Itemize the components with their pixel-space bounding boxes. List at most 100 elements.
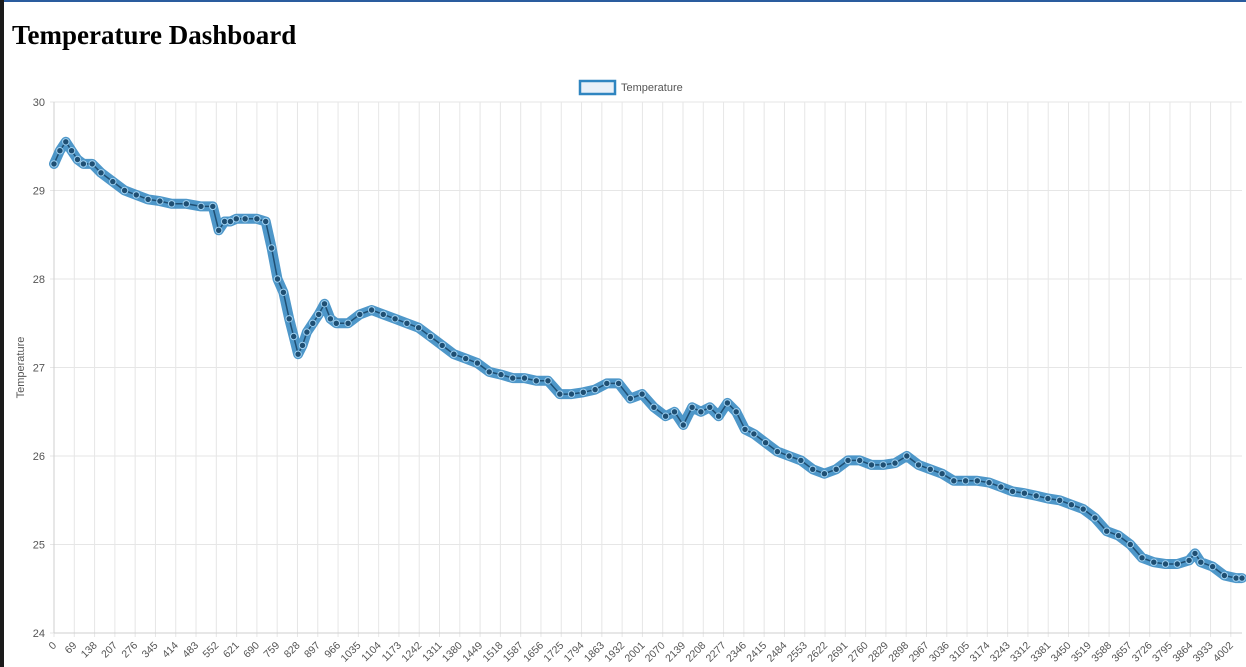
data-point[interactable] <box>62 138 70 146</box>
data-point[interactable] <box>1197 558 1205 566</box>
data-point[interactable] <box>1150 558 1158 566</box>
data-point[interactable] <box>714 412 723 420</box>
data-point[interactable] <box>56 147 64 155</box>
data-point[interactable] <box>88 160 96 168</box>
data-point[interactable] <box>856 456 864 465</box>
data-point[interactable] <box>926 465 934 473</box>
data-point[interactable] <box>1067 501 1076 509</box>
data-point[interactable] <box>1173 560 1182 568</box>
data-point[interactable] <box>97 169 105 177</box>
data-point[interactable] <box>1220 571 1229 580</box>
data-point[interactable] <box>638 390 646 398</box>
data-point[interactable] <box>891 459 899 467</box>
data-point[interactable] <box>197 202 205 211</box>
data-point[interactable] <box>73 155 82 164</box>
data-point[interactable] <box>832 465 840 473</box>
data-point[interactable] <box>579 388 587 396</box>
data-point[interactable] <box>773 447 782 456</box>
data-point[interactable] <box>985 478 993 487</box>
data-point[interactable] <box>697 408 705 416</box>
data-point[interactable] <box>215 226 223 235</box>
data-point[interactable] <box>706 403 714 411</box>
data-point[interactable] <box>326 315 335 323</box>
data-point[interactable] <box>650 403 658 411</box>
data-point[interactable] <box>1020 489 1029 497</box>
data-point[interactable] <box>303 328 311 336</box>
data-point[interactable] <box>120 186 129 195</box>
data-point[interactable] <box>315 310 323 319</box>
data-point[interactable] <box>367 306 376 314</box>
data-point[interactable] <box>1208 562 1217 571</box>
legend-label[interactable]: Temperature <box>621 82 683 94</box>
chart-legend[interactable]: Temperature <box>578 79 683 96</box>
data-point[interactable] <box>273 275 282 283</box>
data-point[interactable] <box>809 465 817 473</box>
data-point[interactable] <box>462 354 470 363</box>
data-point[interactable] <box>973 477 981 485</box>
data-point[interactable] <box>879 461 887 469</box>
data-point[interactable] <box>1161 560 1170 568</box>
data-point[interactable] <box>603 379 611 388</box>
data-point[interactable] <box>294 350 302 358</box>
data-point[interactable] <box>938 470 946 478</box>
data-point[interactable] <box>226 217 235 226</box>
data-point[interactable] <box>688 403 696 411</box>
data-point[interactable] <box>785 452 793 460</box>
data-point[interactable] <box>290 332 298 341</box>
data-point[interactable] <box>320 300 329 308</box>
data-point[interactable] <box>750 430 758 438</box>
data-point[interactable] <box>232 215 241 223</box>
data-point[interactable] <box>626 394 635 403</box>
data-point[interactable] <box>79 160 88 168</box>
data-point[interactable] <box>679 421 687 429</box>
data-point[interactable] <box>450 350 458 358</box>
data-point[interactable] <box>723 399 732 407</box>
data-point[interactable] <box>914 461 923 469</box>
data-point[interactable] <box>844 456 852 465</box>
data-point[interactable] <box>473 359 482 367</box>
data-point[interactable] <box>144 195 152 204</box>
data-point[interactable] <box>1238 574 1246 582</box>
data-point[interactable] <box>1185 556 1193 565</box>
legend-swatch[interactable] <box>578 79 617 96</box>
data-point[interactable] <box>670 408 679 416</box>
data-point[interactable] <box>344 319 352 327</box>
data-point[interactable] <box>1126 540 1135 549</box>
data-point[interactable] <box>279 288 288 296</box>
data-point[interactable] <box>426 332 435 341</box>
data-point[interactable] <box>741 425 749 434</box>
data-point[interactable] <box>309 319 317 327</box>
data-point[interactable] <box>1079 505 1087 513</box>
data-point[interactable] <box>532 377 540 385</box>
data-point[interactable] <box>497 370 505 379</box>
data-point[interactable] <box>820 470 829 478</box>
data-point[interactable] <box>403 319 411 327</box>
data-point[interactable] <box>997 483 1005 491</box>
data-point[interactable] <box>732 408 740 416</box>
data-point[interactable] <box>379 310 387 319</box>
data-point[interactable] <box>485 368 493 376</box>
data-point[interactable] <box>50 160 58 168</box>
data-point[interactable] <box>520 374 529 382</box>
data-point[interactable] <box>1044 494 1052 503</box>
data-point[interactable] <box>761 439 770 447</box>
data-point[interactable] <box>156 197 164 205</box>
data-point[interactable] <box>285 315 293 323</box>
data-point[interactable] <box>1056 496 1064 504</box>
data-point[interactable] <box>950 477 958 485</box>
data-point[interactable] <box>167 200 176 208</box>
data-point[interactable] <box>1103 527 1111 535</box>
data-point[interactable] <box>614 379 623 388</box>
data-point[interactable] <box>132 191 141 199</box>
data-point[interactable] <box>661 412 670 420</box>
data-point[interactable] <box>414 324 423 332</box>
data-point[interactable] <box>332 319 340 327</box>
data-point[interactable] <box>253 215 261 223</box>
data-point[interactable] <box>509 374 517 382</box>
data-point[interactable] <box>1138 554 1146 562</box>
data-point[interactable] <box>356 310 364 319</box>
data-point[interactable] <box>961 477 970 485</box>
data-point[interactable] <box>241 215 249 223</box>
data-point[interactable] <box>298 341 307 350</box>
data-point[interactable] <box>567 390 576 398</box>
